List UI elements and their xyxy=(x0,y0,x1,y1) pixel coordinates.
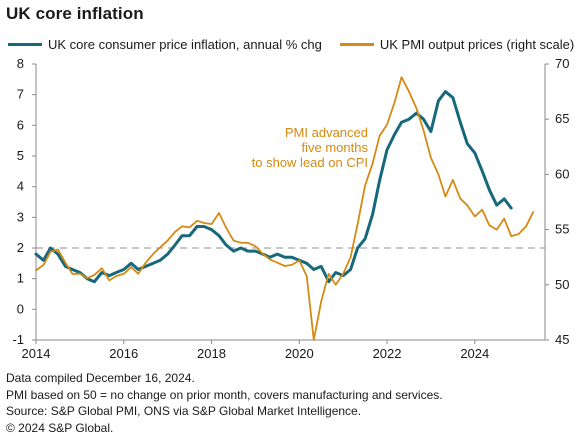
right-tick-label: 45 xyxy=(555,332,569,347)
right-tick-label: 60 xyxy=(555,166,569,181)
series-line-pmi-output-prices xyxy=(35,76,535,341)
left-tick-label: 1 xyxy=(17,271,24,286)
legend-item-core-cpi: UK core consumer price inflation, annual… xyxy=(8,37,322,52)
legend-swatch-core-cpi xyxy=(8,42,42,46)
left-tick-label: 7 xyxy=(17,87,24,102)
chart-legend: UK core consumer price inflation, annual… xyxy=(8,34,580,54)
footer-note-pmi-definition: PMI based on 50 = no change on prior mon… xyxy=(6,387,443,402)
x-tick-label: 2014 xyxy=(22,346,51,361)
left-tick-label: 4 xyxy=(17,179,24,194)
x-tick-label: 2024 xyxy=(460,346,489,361)
legend-item-pmi-output-prices: UK PMI output prices (right scale) xyxy=(339,36,575,52)
footer-note-data-compiled: Data compiled December 16, 2024. xyxy=(6,371,195,385)
chart-title: UK core inflation xyxy=(6,4,144,23)
x-tick-label: 2020 xyxy=(285,346,314,361)
right-tick-label: 50 xyxy=(555,277,569,292)
annotation-text-line: five months xyxy=(302,140,369,155)
right-tick-label: 55 xyxy=(555,222,569,237)
left-tick-label: -1 xyxy=(12,332,24,347)
legend-swatch-pmi-output-prices xyxy=(339,42,374,46)
left-tick-label: 0 xyxy=(17,301,24,316)
legend-label-core-cpi: UK core consumer price inflation, annual… xyxy=(48,36,322,52)
annotation-text-line: to show lead on CPI xyxy=(252,155,368,170)
left-tick-label: 2 xyxy=(17,240,24,255)
x-tick-label: 2016 xyxy=(109,346,138,361)
right-tick-label: 65 xyxy=(555,111,569,126)
x-tick-label: 2018 xyxy=(197,346,226,361)
legend-label-pmi-output-prices: UK PMI output prices (right scale) xyxy=(379,36,575,52)
left-tick-label: 3 xyxy=(17,209,24,224)
annotation-text-line: PMI advanced xyxy=(285,125,368,140)
right-tick-label: 70 xyxy=(555,56,569,71)
left-tick-label: 8 xyxy=(17,56,24,71)
left-tick-label: 6 xyxy=(17,117,24,132)
chart-footer: Data compiled December 16, 2024. PMI bas… xyxy=(6,370,443,436)
footer-note-source: Source: S&P Global PMI, ONS via S&P Glob… xyxy=(6,404,362,418)
series-line-core-cpi xyxy=(34,90,513,284)
x-tick-label: 2022 xyxy=(373,346,402,361)
footer-note-copyright: © 2024 S&P Global. xyxy=(6,420,114,435)
left-tick-label: 5 xyxy=(17,148,24,163)
